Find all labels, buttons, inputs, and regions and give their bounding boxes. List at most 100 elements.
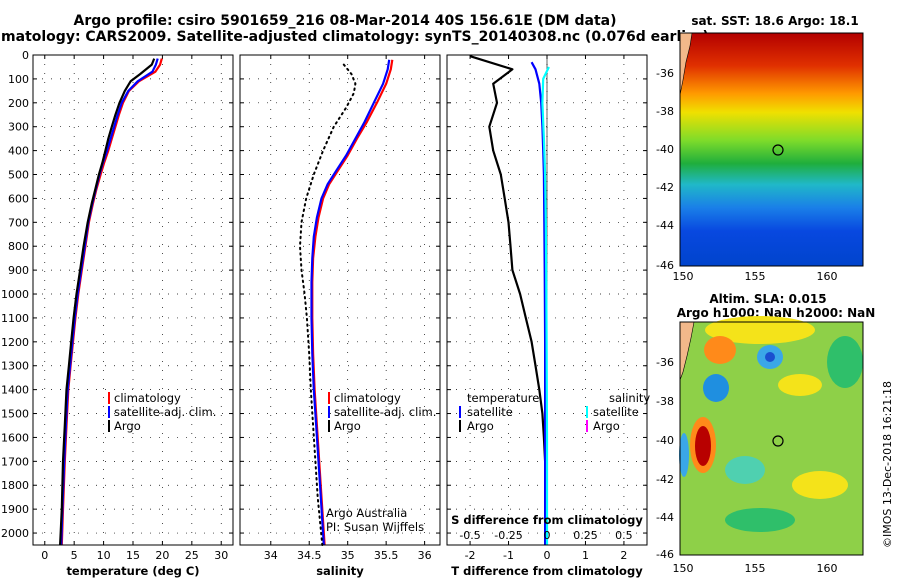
ytick-label: 800 [8,240,29,253]
legend-swatch-t-satellite [459,406,461,418]
legend-swatch-argo [108,420,110,432]
s-xtick-label: 0.25 [573,529,598,542]
xtick-label: 25 [185,549,199,562]
sst-xtick: 160 [817,270,838,283]
ytick-label: 300 [8,121,29,134]
sla-ytick: -46 [656,548,674,561]
plot-frame [32,54,234,546]
sla-ytick: -40 [656,434,674,447]
s-xtick-label: 0 [544,529,551,542]
argo-location-marker [772,144,784,156]
ytick-label: 1200 [1,336,29,349]
xtick-label: 2 [620,549,627,562]
legend-swatch-satellite [108,406,110,418]
xtick-label: 36 [418,549,432,562]
sla-map-frame [679,321,864,556]
xtick-label: 34 [264,549,278,562]
sla-map-yticks: -36 -38 -40 -42 -44 -46 [656,356,674,561]
sla-ytick: -42 [656,473,674,486]
legend-swatch-satellite [328,406,330,418]
legend-label-argo: Argo [114,419,141,433]
sst-ytick: -38 [656,105,674,118]
xtick-label: -2 [465,549,476,562]
salinity-legend: climatology satellite-adj. clim. Argo Ar… [326,391,436,534]
ytick-label: 100 [8,73,29,86]
sst-map-frame [679,32,864,267]
series-line [299,63,357,546]
xtick-label: 15 [126,549,140,562]
sla-anomaly [725,456,765,484]
sla-map-title-1: Altim. SLA: 0.015 [709,292,826,306]
sla-ytick: -38 [656,395,674,408]
legend-label-argo: Argo [334,419,361,433]
ytick-label: 1000 [1,288,29,301]
sst-ytick: -36 [656,67,674,80]
sla-anomaly [705,316,815,344]
temperature-legend: climatology satellite-adj. clim. Argo [108,391,216,433]
sla-map-xticks: 150 155 160 [673,562,838,575]
legend-label-s-satellite: satellite [593,405,639,419]
credit-pi: PI: Susan Wijffels [326,520,424,534]
s-xtick-label: -0.5 [459,529,480,542]
ytick-label: 1700 [1,455,29,468]
legend-label-t-argo: Argo [467,419,494,433]
series-line [59,58,156,546]
sla-xtick: 155 [745,562,766,575]
legend-label-s-argo: Argo [593,419,620,433]
sla-anomaly [679,433,689,477]
salinity-panel: 34 34.5 35 35.5 36 salinity [239,54,441,578]
ytick-label: 200 [8,97,29,110]
legend-label-climatology: climatology [334,391,401,405]
sst-field [680,33,863,266]
title-line-2: Climatology: CARS2009. Satellite-adjuste… [0,29,709,45]
sla-ytick: -36 [656,356,674,369]
ytick-label: 2000 [1,527,29,540]
ytick-label: 1900 [1,503,29,516]
sst-ytick: -46 [656,259,674,272]
sst-ytick: -42 [656,181,674,194]
x-axis-label: salinity [316,564,364,578]
ytick-label: 1300 [1,360,29,373]
difference-panel: -2 -1 0 1 2 T difference from climatology S di… [446,54,648,578]
legend-swatch-s-satellite [586,406,588,418]
xtick-label: 35.5 [374,549,399,562]
series-line [530,61,547,545]
ytick-label: 500 [8,169,29,182]
title-line-1: Argo profile: csiro 5901659_216 08-Mar-2… [73,13,616,29]
ytick-label: 0 [22,49,29,62]
credit-argo-australia: Argo Australia [326,506,407,520]
sla-anomaly [725,508,795,532]
ytick-label: 700 [8,216,29,229]
sst-map-yticks: -36 -38 -40 -42 -44 -46 [656,67,674,272]
legend-swatch-argo [328,420,330,432]
x-axis-label: temperature (deg C) [66,564,199,578]
legend-swatch-climatology [328,392,330,404]
legend-label-satellite: satellite-adj. clim. [334,405,436,419]
sst-map-title: sat. SST: 18.6 Argo: 18.1 [691,14,858,28]
sla-anomaly [695,426,711,466]
sst-xtick: 155 [745,270,766,283]
s-axis-label: S difference from climatology [451,513,643,527]
xtick-label: 5 [71,549,78,562]
x-axis-label: T difference from climatology [451,564,643,578]
sla-anomaly [827,336,863,388]
sla-anomaly [704,336,736,364]
sst-ytick: -44 [656,219,674,232]
argo-location-marker [772,435,784,447]
sst-ytick: -40 [656,143,674,156]
sla-xtick: 150 [673,562,694,575]
xtick-label: 0 [544,549,551,562]
xtick-label: 20 [155,549,169,562]
legend-label-t-satellite: satellite [467,405,513,419]
s-xtick-label: -0.25 [494,529,522,542]
footer-stamp: ©IMOS 13-Dec-2018 16:21:18 [881,381,894,548]
xtick-label: 35 [341,549,355,562]
ytick-label: 1600 [1,431,29,444]
difference-legend: temperature salinity satellite Argo sate… [459,391,650,433]
legend-swatch-t-argo [459,420,461,432]
ytick-label: 1500 [1,408,29,421]
xtick-label: 0 [41,549,48,562]
legend-title-temperature: temperature [467,391,539,405]
xtick-label: 1 [582,549,589,562]
sst-xtick: 150 [673,270,694,283]
